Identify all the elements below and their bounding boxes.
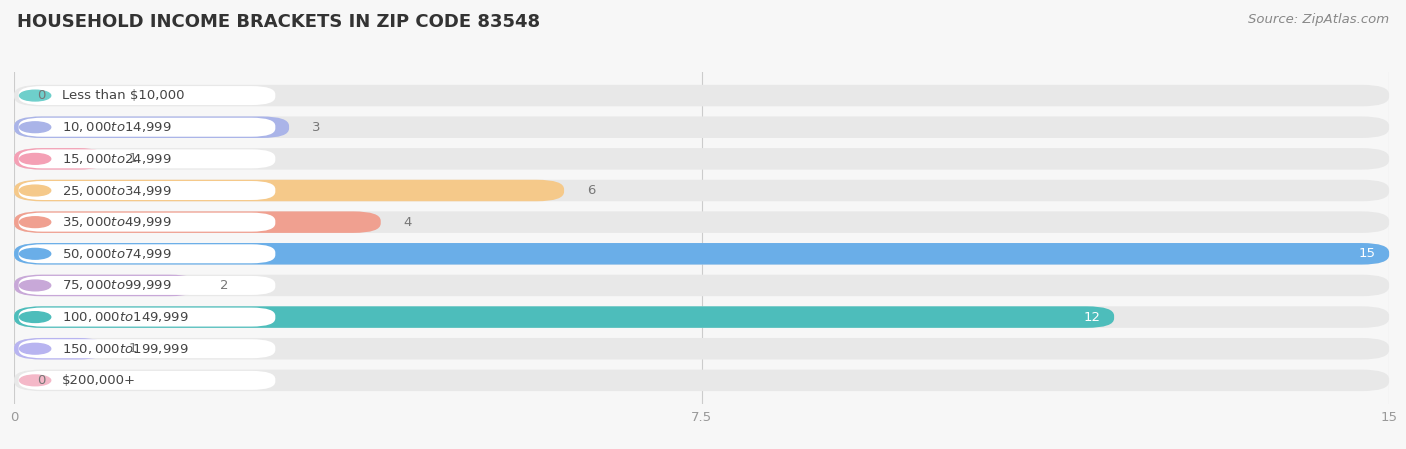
FancyBboxPatch shape <box>18 308 276 326</box>
Text: $150,000 to $199,999: $150,000 to $199,999 <box>62 342 188 356</box>
Circle shape <box>20 280 51 291</box>
Circle shape <box>20 154 51 164</box>
FancyBboxPatch shape <box>14 275 1389 296</box>
FancyBboxPatch shape <box>14 85 1389 106</box>
FancyBboxPatch shape <box>18 339 276 358</box>
Circle shape <box>20 343 51 354</box>
Text: 1: 1 <box>129 342 138 355</box>
Text: 4: 4 <box>404 216 412 229</box>
Text: $10,000 to $14,999: $10,000 to $14,999 <box>62 120 172 134</box>
FancyBboxPatch shape <box>18 118 276 136</box>
Text: 1: 1 <box>129 152 138 165</box>
FancyBboxPatch shape <box>14 370 1389 391</box>
FancyBboxPatch shape <box>14 180 1389 201</box>
FancyBboxPatch shape <box>14 116 290 138</box>
Text: $15,000 to $24,999: $15,000 to $24,999 <box>62 152 172 166</box>
FancyBboxPatch shape <box>14 306 1114 328</box>
FancyBboxPatch shape <box>18 181 276 200</box>
FancyBboxPatch shape <box>14 306 1389 328</box>
Text: HOUSEHOLD INCOME BRACKETS IN ZIP CODE 83548: HOUSEHOLD INCOME BRACKETS IN ZIP CODE 83… <box>17 13 540 31</box>
Text: 0: 0 <box>37 374 45 387</box>
Text: 15: 15 <box>1358 247 1375 260</box>
FancyBboxPatch shape <box>18 244 276 263</box>
FancyBboxPatch shape <box>18 86 276 105</box>
Text: $100,000 to $149,999: $100,000 to $149,999 <box>62 310 188 324</box>
Circle shape <box>20 217 51 228</box>
Text: $35,000 to $49,999: $35,000 to $49,999 <box>62 215 172 229</box>
Text: $50,000 to $74,999: $50,000 to $74,999 <box>62 247 172 261</box>
FancyBboxPatch shape <box>14 180 564 201</box>
Circle shape <box>20 312 51 322</box>
Text: $75,000 to $99,999: $75,000 to $99,999 <box>62 278 172 292</box>
Text: 2: 2 <box>221 279 229 292</box>
Text: Source: ZipAtlas.com: Source: ZipAtlas.com <box>1249 13 1389 26</box>
Text: 3: 3 <box>312 121 321 134</box>
FancyBboxPatch shape <box>14 243 1389 264</box>
Circle shape <box>20 185 51 196</box>
FancyBboxPatch shape <box>18 150 276 168</box>
Circle shape <box>20 122 51 132</box>
Text: 12: 12 <box>1084 311 1101 324</box>
Text: Less than $10,000: Less than $10,000 <box>62 89 184 102</box>
Text: $25,000 to $34,999: $25,000 to $34,999 <box>62 184 172 198</box>
Text: $200,000+: $200,000+ <box>62 374 136 387</box>
FancyBboxPatch shape <box>14 338 105 360</box>
Circle shape <box>20 90 51 101</box>
FancyBboxPatch shape <box>14 211 381 233</box>
FancyBboxPatch shape <box>14 338 1389 360</box>
FancyBboxPatch shape <box>18 276 276 295</box>
FancyBboxPatch shape <box>14 116 1389 138</box>
Text: 6: 6 <box>586 184 595 197</box>
FancyBboxPatch shape <box>14 243 1389 264</box>
FancyBboxPatch shape <box>18 371 276 390</box>
Circle shape <box>20 375 51 386</box>
FancyBboxPatch shape <box>14 211 1389 233</box>
FancyBboxPatch shape <box>14 275 197 296</box>
Circle shape <box>20 248 51 259</box>
FancyBboxPatch shape <box>18 213 276 232</box>
Text: 0: 0 <box>37 89 45 102</box>
FancyBboxPatch shape <box>14 148 105 170</box>
FancyBboxPatch shape <box>14 148 1389 170</box>
